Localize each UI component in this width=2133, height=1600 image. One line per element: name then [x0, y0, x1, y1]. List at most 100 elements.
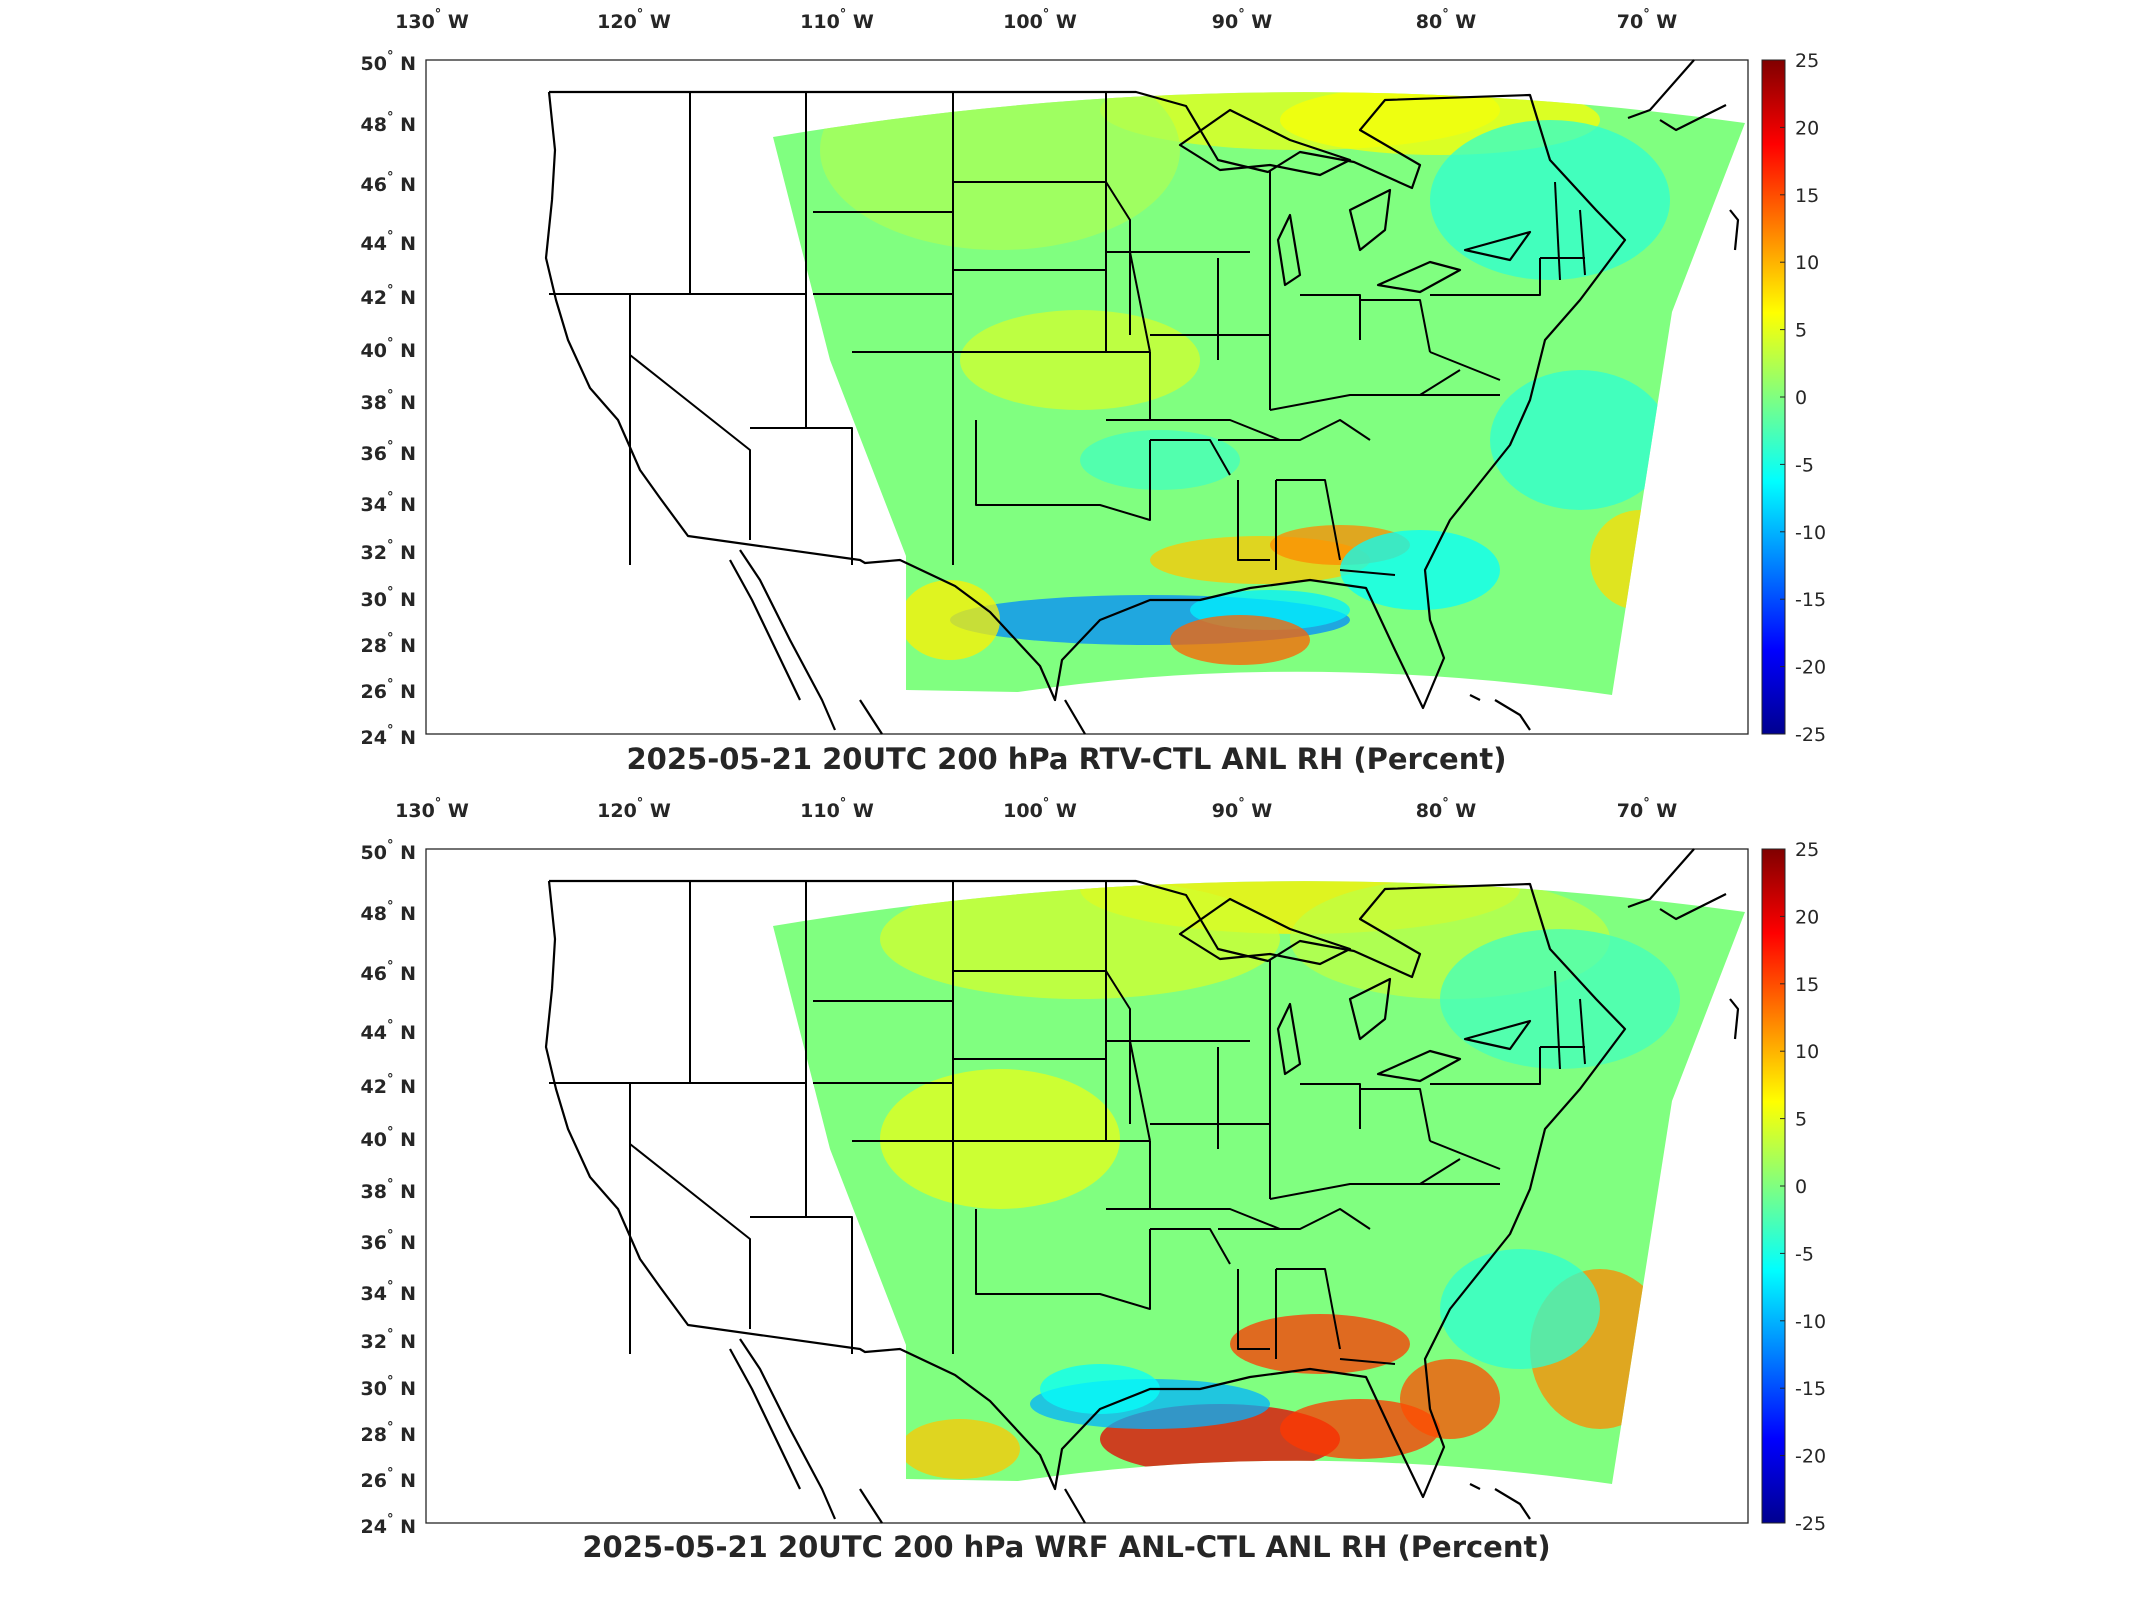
state-boundary — [1360, 1088, 1431, 1142]
state-boundary — [1218, 1208, 1371, 1230]
longitude-tick-label: 120° W — [597, 7, 671, 33]
coastline-segment — [1659, 893, 1727, 921]
coastline-segment — [729, 1348, 801, 1490]
state-boundary — [1237, 1269, 1270, 1350]
coastline-segment — [1627, 59, 1695, 120]
great-lake-outline — [1463, 230, 1532, 262]
state-boundary — [1579, 209, 1586, 276]
longitude-tick-label: 100° W — [1003, 796, 1077, 822]
state-boundary — [1276, 1268, 1341, 1350]
state-boundary — [813, 1082, 954, 1141]
state-boundary — [1150, 1228, 1231, 1265]
colorbar-tick-label: 25 — [1795, 50, 1819, 72]
coastline-segment — [1469, 694, 1481, 701]
latitude-tick-label: 32° N — [361, 1327, 416, 1353]
state-boundary — [975, 1209, 1050, 1295]
latitude-tick-label: 38° N — [361, 1177, 416, 1203]
coastline-segment — [739, 1338, 837, 1520]
latitude-tick-label: 34° N — [361, 490, 416, 516]
latitude-tick-label: 28° N — [361, 631, 416, 657]
state-boundary — [629, 354, 751, 540]
state-boundary — [1300, 1083, 1361, 1129]
state-boundary — [1218, 419, 1371, 441]
longitude-tick-label: 100° W — [1003, 7, 1077, 33]
longitude-tick-label: 80° W — [1416, 796, 1477, 822]
colorbar-tick-label: -25 — [1795, 724, 1826, 746]
latitude-tick-label: 50° N — [361, 49, 416, 75]
longitude-tick-label: 90° W — [1212, 796, 1273, 822]
map-plot-wrf-ctl: 130° W 120° W 110° W 100° W 90° W 80° W 70° W 5… — [361, 796, 1827, 1538]
longitude-tick-label: 110° W — [800, 7, 874, 33]
colorbar-tick-label: 5 — [1795, 320, 1807, 342]
latitude-tick-label: 50° N — [361, 838, 416, 864]
colorbar-tick-label: -15 — [1795, 1378, 1826, 1400]
colorbar-tick-label: -5 — [1795, 1243, 1814, 1265]
state-boundary — [1339, 569, 1396, 576]
coastline-segment — [729, 559, 801, 701]
state-boundary — [750, 1216, 853, 1354]
colorbar-tick-label: -10 — [1795, 1311, 1826, 1333]
state-boundary — [1429, 351, 1501, 381]
latitude-tick-label: 40° N — [361, 336, 416, 362]
latitude-tick-label: 28° N — [361, 1420, 416, 1446]
state-boundary — [750, 427, 853, 565]
panel-rtv-ctl: 130° W 120° W 110° W 100° W 90° W 80° W 70° W 5… — [0, 0, 2133, 790]
coastline-segment — [859, 699, 883, 735]
coastline-segment — [1729, 998, 1740, 1040]
colorbar-tick-label: 15 — [1795, 185, 1819, 207]
great-lake-outline — [1276, 1002, 1302, 1076]
us-coastline — [544, 879, 1627, 1499]
colorbar-tick-label: 25 — [1795, 839, 1819, 861]
coastline-segment — [1469, 1483, 1481, 1490]
state-boundary — [1050, 1229, 1151, 1310]
great-lake-outline — [1276, 213, 1302, 287]
latitude-tick-label: 30° N — [361, 585, 416, 611]
latitude-tick-label: 24° N — [361, 723, 416, 749]
rh-difference-field — [773, 92, 1745, 695]
latitude-tick-label: 44° N — [361, 229, 416, 255]
colorbar-tick-label: 5 — [1795, 1109, 1807, 1131]
longitude-tick-label: 90° W — [1212, 7, 1273, 33]
colorbar-tick-label: -20 — [1795, 1446, 1826, 1468]
longitude-tick-label: 130° W — [395, 7, 469, 33]
coastline-segment — [1064, 1488, 1086, 1524]
state-boundary — [1339, 1358, 1396, 1365]
latitude-tick-label: 46° N — [361, 959, 416, 985]
state-boundary — [1554, 181, 1561, 281]
state-boundary — [1106, 419, 1281, 441]
state-boundary — [1430, 1047, 1541, 1085]
latitude-tick-label: 24° N — [361, 1512, 416, 1538]
great-lake-outline — [1348, 188, 1392, 252]
state-boundary — [1105, 182, 1150, 353]
latitude-tick-label: 26° N — [361, 677, 416, 703]
coastline-segment — [1627, 848, 1695, 909]
colorbar-tick-label: -15 — [1795, 589, 1826, 611]
longitude-tick-label: 130° W — [395, 796, 469, 822]
map-axes-frame — [425, 59, 1749, 735]
latitude-tick-label: 48° N — [361, 899, 416, 925]
colorbar-tick-label: 20 — [1795, 117, 1819, 139]
map-axes-frame — [425, 848, 1749, 1524]
latitude-tick-label: 40° N — [361, 1125, 416, 1151]
coastline-segment — [859, 1488, 883, 1524]
panel-title: 2025-05-21 20UTC 200 hPa RTV-CTL ANL RH … — [626, 742, 1507, 776]
state-boundary — [1360, 299, 1431, 353]
latitude-tick-label: 44° N — [361, 1018, 416, 1044]
latitude-tick-label: 42° N — [361, 1072, 416, 1098]
state-boundary — [1105, 92, 1131, 335]
colorbar-tick-label: 0 — [1795, 387, 1807, 409]
state-boundary — [1276, 479, 1341, 561]
great-lake-outline — [1348, 977, 1392, 1041]
coastline-segment — [1659, 104, 1727, 132]
colorbar-tick-label: -20 — [1795, 657, 1826, 679]
longitude-tick-label: 80° W — [1416, 7, 1477, 33]
colorbar-tick-label: 10 — [1795, 1041, 1819, 1063]
state-boundary — [1430, 258, 1541, 296]
coastline-segment — [739, 549, 837, 731]
coastline-segment — [1494, 699, 1531, 731]
state-boundary — [1579, 998, 1586, 1065]
us-coastline — [544, 90, 1627, 710]
rh-difference-field — [773, 881, 1745, 1484]
state-boundary — [1150, 439, 1231, 476]
coastline-segment — [1064, 699, 1086, 735]
